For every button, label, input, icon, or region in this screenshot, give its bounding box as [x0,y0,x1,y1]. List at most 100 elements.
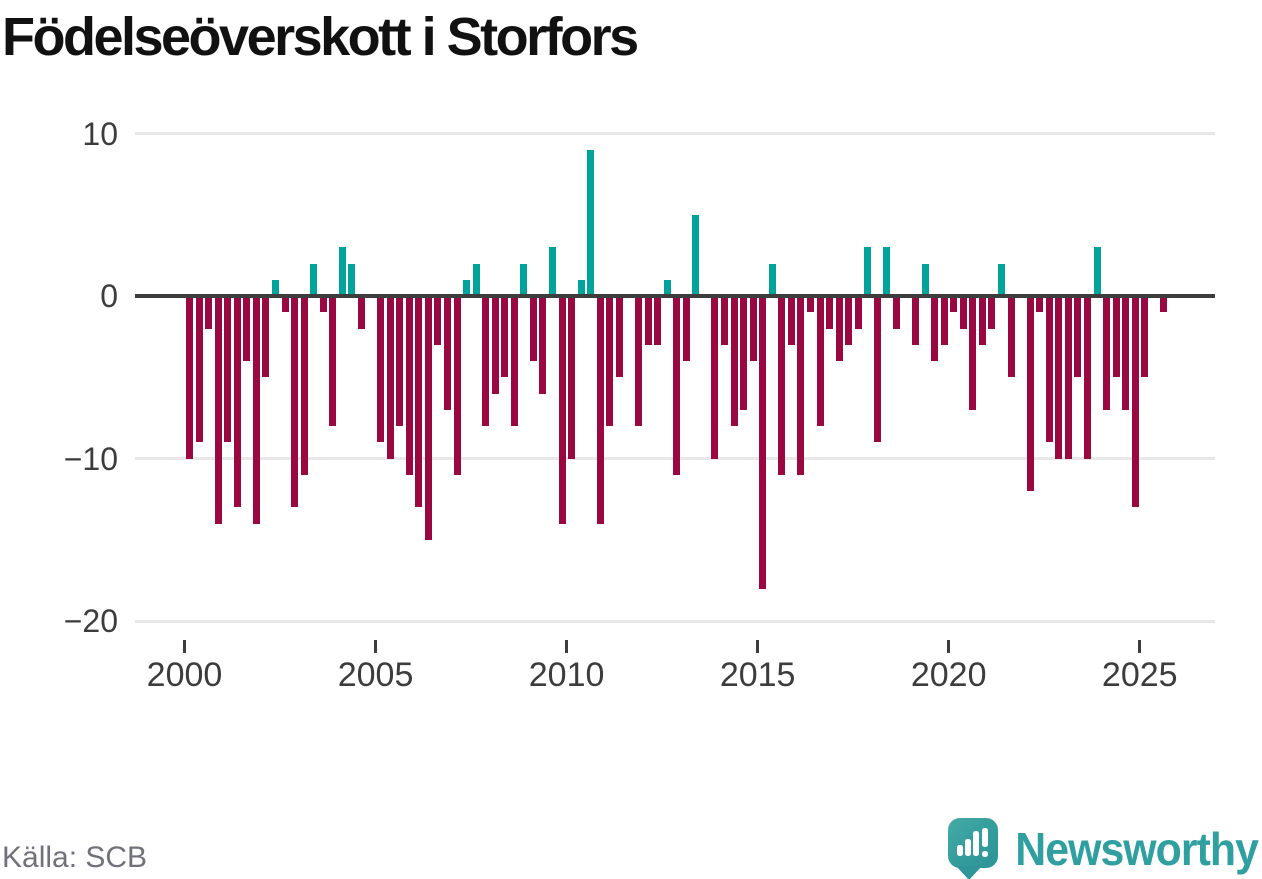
gridline [135,619,1215,623]
bar [1045,296,1053,443]
bar [1026,296,1034,491]
bar [826,296,833,329]
bar [921,263,929,296]
bar [988,296,996,329]
bar [558,296,566,524]
bar [1141,296,1149,378]
bar [663,279,671,297]
bar [692,214,700,297]
bar [797,296,805,475]
bar [186,296,193,459]
bar [854,296,862,329]
bar [940,296,948,345]
bar [673,296,681,475]
x-tick-label: 2015 [719,656,796,694]
y-tick-label: 0 [100,278,118,314]
bar [568,296,576,459]
bar [472,263,480,296]
bar [998,263,1005,296]
bar [845,296,853,345]
logo-bar-tall-icon [973,831,979,856]
bar [243,296,251,361]
bar [682,296,690,361]
bar [950,296,958,313]
bar [482,296,490,426]
bar [816,296,824,426]
bar [1055,296,1063,459]
x-tick-mark [947,640,951,653]
bar [778,296,786,475]
x-tick-mark [756,640,760,653]
bar [549,247,556,297]
bar [453,296,461,475]
y-tick-label: −20 [63,603,118,639]
bar [1007,296,1015,378]
bar [1103,296,1110,410]
bar [864,247,872,297]
x-tick-label: 2025 [1101,656,1178,694]
bar [644,296,652,345]
y-tick-label: 10 [82,115,118,152]
bar [720,296,728,345]
bar [969,296,977,410]
bar [768,263,776,296]
logo-bar-medium-icon [965,839,971,856]
bar [529,296,537,361]
logo-exclamation-stem-icon [982,828,988,847]
bar [577,279,585,297]
bar [377,296,385,443]
bar [272,279,279,297]
bar [711,296,719,459]
source-note: Källa: SCB [2,841,148,874]
bar [749,296,757,361]
bar [319,296,327,313]
bar [510,296,518,426]
bar [291,296,299,508]
bar [806,296,814,313]
bar [491,296,499,394]
bar [415,296,423,508]
bar [262,296,270,378]
bar [835,296,843,361]
bar [740,296,747,410]
bar [224,296,232,443]
bar [463,279,470,297]
bar [386,296,394,459]
logo-exclamation-dot-icon [982,851,988,857]
bar [357,296,365,329]
bar [912,296,919,345]
bar [596,296,604,524]
x-tick-label: 2010 [528,656,605,694]
logo-bubble-tail [956,866,982,879]
bar [959,296,967,329]
brand-wordmark: Newsworthy [1015,823,1259,875]
bar [252,296,260,524]
bar [195,296,203,443]
bar [1074,296,1082,378]
bar [1122,296,1130,410]
bar [892,296,900,329]
bar [873,296,881,443]
bar [615,296,623,378]
bar [300,296,308,475]
bar [1160,296,1168,313]
bar [424,296,432,540]
bar [205,296,213,329]
bar [338,247,346,297]
bar [759,296,767,589]
bar [978,296,986,345]
zero-axis-line [135,294,1215,298]
bar [635,296,642,426]
x-tick-label: 2000 [146,656,223,694]
bar [1093,247,1101,297]
x-tick-mark [374,640,378,653]
bar [233,296,241,508]
bar [654,296,662,345]
bar [405,296,413,475]
bar [434,296,442,345]
x-tick-mark [183,640,186,653]
bar [443,296,451,410]
chart-title: Födelseöverskott i Storfors [2,7,639,67]
y-tick-label: −10 [63,440,118,477]
